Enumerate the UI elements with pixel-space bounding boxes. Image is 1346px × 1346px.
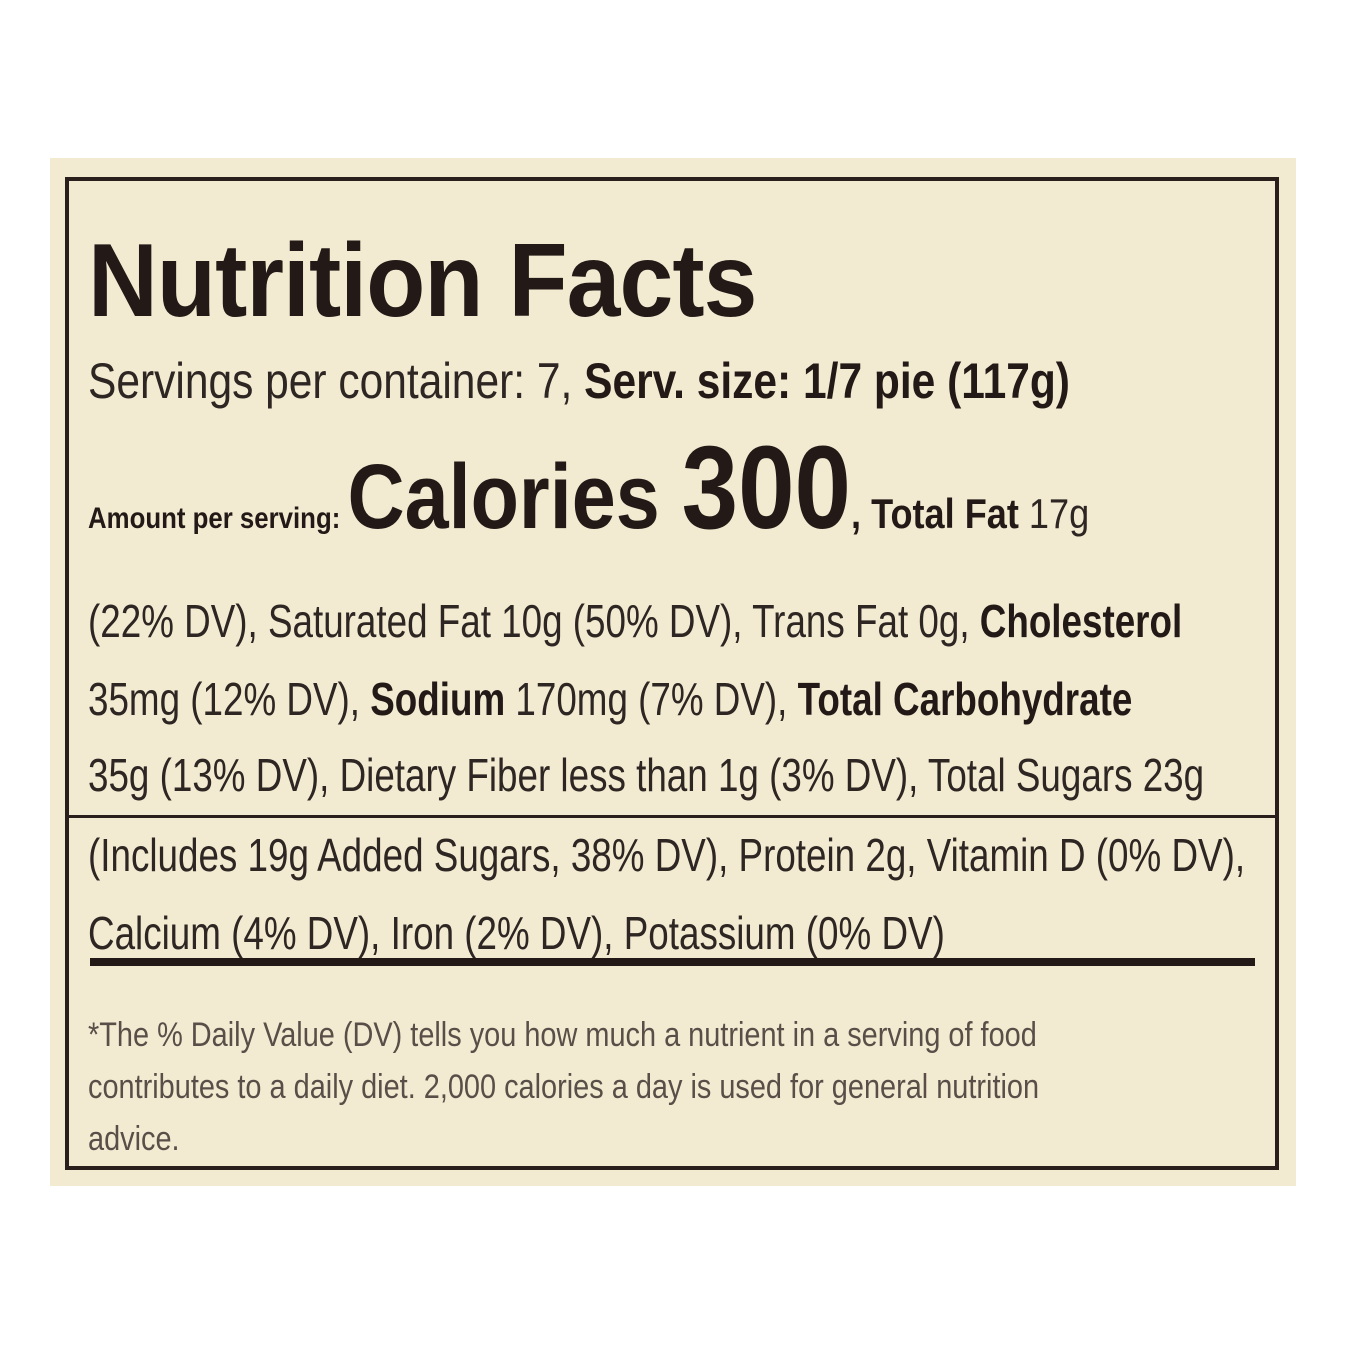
cholesterol-label: Cholesterol bbox=[979, 595, 1183, 647]
fat-details: (22% DV), Saturated Fat 10g (50% DV), Tr… bbox=[88, 595, 980, 647]
nutrient-line-5: Calcium (4% DV), Iron (2% DV), Potassium… bbox=[88, 907, 945, 959]
divider-thick bbox=[90, 958, 1255, 966]
servings-line: Servings per container: 7, Serv. size: 1… bbox=[88, 352, 1070, 410]
nutrient-line-3: 35g (13% DV), Dietary Fiber less than 1g… bbox=[88, 749, 1205, 801]
carbohydrate-label: Total Carbohydrate bbox=[797, 673, 1133, 725]
nutrition-facts-title: Nutrition Facts bbox=[88, 223, 757, 339]
footnote-line-2: contributes to a daily diet. 2,000 calor… bbox=[88, 1068, 1040, 1106]
calories-label: Calories bbox=[347, 446, 682, 548]
serving-size: Serv. size: 1/7 pie (117g) bbox=[584, 353, 1070, 409]
total-fat-value: 17g bbox=[1028, 490, 1090, 537]
label-background bbox=[50, 158, 1296, 1186]
amount-per-serving-label: Amount per serving: bbox=[88, 502, 348, 535]
sodium-value: 170mg (7% DV), bbox=[505, 673, 798, 725]
calories-value: 300 bbox=[681, 422, 852, 554]
total-fat-label: , Total Fat bbox=[851, 490, 1029, 537]
cholesterol-value: 35mg (12% DV), bbox=[88, 673, 371, 725]
nutrient-line-4: (Includes 19g Added Sugars, 38% DV), Pro… bbox=[88, 829, 1246, 881]
footnote-line-1: *The % Daily Value (DV) tells you how mu… bbox=[88, 1016, 1037, 1054]
nutrient-line-1: (22% DV), Saturated Fat 10g (50% DV), Tr… bbox=[88, 594, 1182, 648]
nutrient-line-2: 35mg (12% DV), Sodium 170mg (7% DV), Tot… bbox=[88, 672, 1132, 726]
footnote-line-3: advice. bbox=[88, 1120, 180, 1158]
nutrition-facts-border bbox=[65, 177, 1279, 1170]
servings-per-container: Servings per container: 7, bbox=[88, 353, 585, 409]
sodium-label: Sodium bbox=[370, 673, 506, 725]
divider-thin bbox=[65, 815, 1279, 818]
calories-line: Amount per serving: Calories 300, Total … bbox=[88, 420, 1089, 556]
